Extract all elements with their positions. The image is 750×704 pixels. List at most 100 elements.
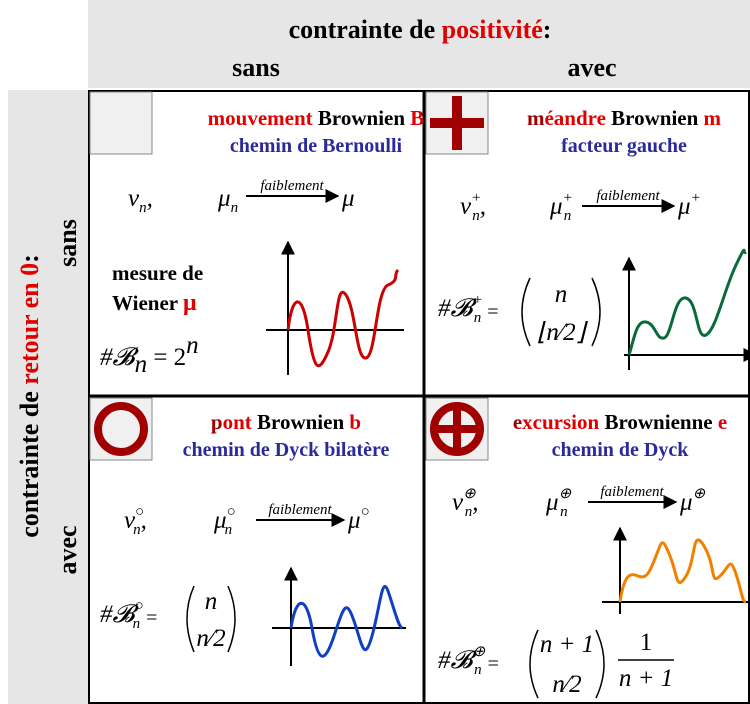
curve	[627, 248, 747, 356]
text: mouvement	[208, 106, 313, 130]
text: = 2	[147, 344, 186, 371]
text: contrainte de	[15, 385, 44, 538]
text: μ	[679, 489, 693, 516]
text: +	[473, 292, 483, 308]
text: n	[186, 332, 199, 359]
icon	[430, 118, 484, 128]
text: +	[471, 190, 481, 206]
text: ,	[480, 193, 486, 220]
text: =	[488, 653, 499, 675]
cell-title: pont Brownien b	[211, 410, 361, 434]
text: #𝓑	[100, 601, 140, 628]
text: n	[474, 662, 482, 678]
nu: νn,	[128, 185, 153, 216]
column-label: sans	[232, 53, 280, 82]
text: #𝓑	[100, 344, 140, 371]
text: ,	[472, 489, 478, 516]
text: n	[139, 200, 147, 216]
count: #𝓑⊕ n =	[438, 644, 499, 678]
text: n	[474, 310, 482, 326]
icon-box	[89, 91, 153, 155]
text: =	[487, 301, 498, 323]
cell-title: mouvement Brownien B	[208, 106, 425, 130]
limit: μ+	[677, 190, 701, 220]
cell: mouvement Brownien B chemin de Bernoulli…	[89, 91, 425, 378]
text: ○	[361, 504, 370, 520]
binom-bottom: n⁄2	[196, 625, 225, 652]
text: Brownienne	[599, 410, 718, 434]
curve	[618, 538, 747, 604]
text: e	[513, 410, 522, 434]
curve	[289, 584, 404, 658]
text: =	[146, 607, 157, 629]
mu: μ○ n	[213, 504, 236, 538]
binom-top: n	[555, 281, 568, 308]
text: éandre	[544, 106, 605, 130]
icon	[94, 402, 148, 456]
text: e	[718, 410, 727, 434]
side-band	[8, 90, 88, 704]
text: +	[691, 190, 701, 206]
arrow-label: faiblement	[268, 502, 332, 518]
text: n	[225, 522, 233, 538]
paren	[186, 585, 236, 653]
text: μ	[677, 193, 691, 220]
text: m	[704, 106, 722, 130]
fraction-den: n + 1	[619, 665, 673, 692]
header-band	[88, 0, 750, 88]
text: B	[410, 106, 424, 130]
nu: ν⊕ n,	[452, 486, 478, 520]
cell-subtitle: chemin de Dyck	[552, 439, 690, 461]
text: Wiener	[112, 291, 183, 315]
text: #𝓑	[438, 295, 478, 322]
text: contrainte de	[289, 15, 442, 44]
curve	[286, 268, 400, 367]
text: ν	[460, 193, 472, 220]
text: Brownien	[313, 106, 411, 130]
paren	[521, 277, 601, 347]
binom-bottom: ⌊n⁄2⌋	[537, 319, 589, 346]
cell-title: excursion Brownienne e	[513, 410, 727, 434]
text: n	[231, 200, 239, 216]
text: m	[527, 106, 545, 130]
mu: μ⊕ n	[545, 486, 572, 520]
text: ,	[141, 507, 147, 534]
text: ν	[452, 489, 464, 516]
text: μ	[217, 185, 231, 212]
text: n	[135, 351, 148, 378]
arrow-label: faiblement	[596, 188, 660, 204]
nu: ν○ n,	[124, 504, 147, 538]
text: ⊕	[693, 486, 706, 502]
text: positivité	[442, 15, 543, 44]
count: #𝓑n = 2n	[100, 332, 199, 378]
text: n	[133, 616, 141, 632]
row-label: sans	[53, 219, 82, 267]
side-title: contrainte de retour en 0:	[15, 254, 44, 538]
text: p	[211, 410, 223, 434]
text: n	[472, 208, 480, 224]
text: ,	[147, 185, 153, 212]
text: μ	[347, 507, 361, 534]
label: mesure de	[112, 261, 203, 285]
text: n	[560, 504, 568, 520]
label: Wiener μ	[112, 290, 197, 316]
text: n	[133, 522, 141, 538]
text: μ	[183, 290, 197, 316]
text: ν	[128, 185, 140, 212]
text: ont	[223, 410, 252, 434]
header-title: contrainte de positivité:	[289, 15, 552, 44]
text: μ	[213, 507, 227, 534]
arrow-label: faiblement	[260, 178, 324, 194]
text: +	[563, 190, 573, 206]
paren	[529, 629, 605, 699]
text: :	[543, 15, 552, 44]
binom-bottom: n⁄2	[552, 671, 581, 698]
mu: μ+ n	[549, 190, 573, 224]
binom-top: n + 1	[540, 631, 594, 658]
text: ⊕	[463, 486, 476, 502]
text: μ	[549, 193, 563, 220]
text: xcursion	[522, 410, 599, 434]
text: :	[15, 254, 44, 263]
text: ○	[135, 504, 144, 520]
